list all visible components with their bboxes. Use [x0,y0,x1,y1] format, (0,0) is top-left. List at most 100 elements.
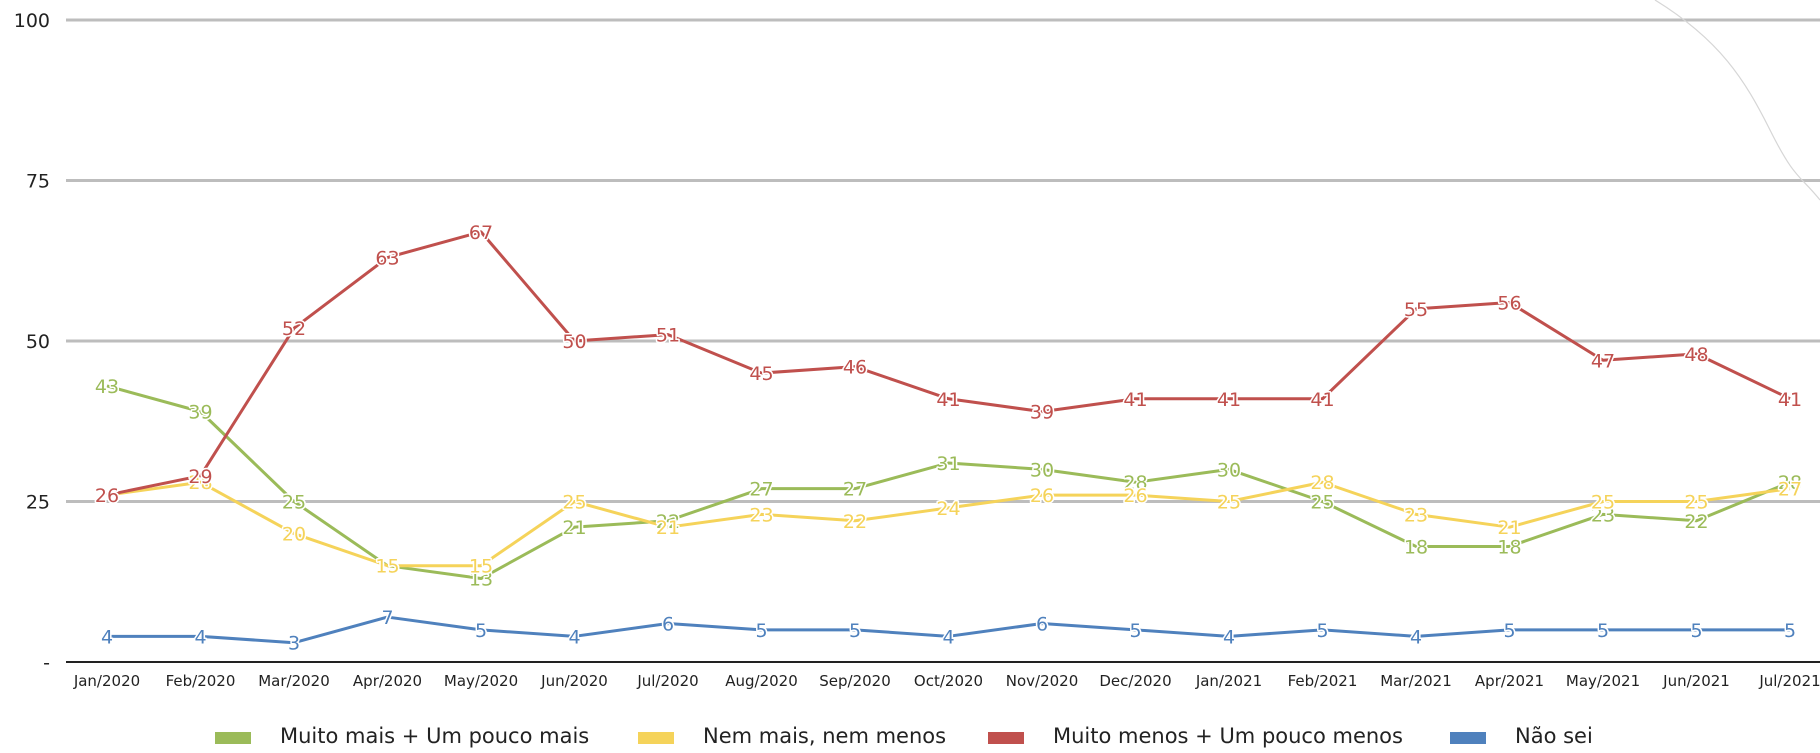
x-tick-label: Sep/2020 [819,672,891,690]
data-label: 15 [375,556,399,578]
data-label: 30 [1030,459,1054,481]
data-label: 5 [1690,620,1702,642]
data-label: 23 [1404,504,1428,526]
x-tick-label: Nov/2020 [1006,672,1079,690]
data-label: 47 [1591,350,1615,372]
data-label: 4 [101,626,113,648]
data-label: 5 [1316,620,1328,642]
data-label: 26 [95,485,119,507]
data-label: 25 [1310,492,1334,514]
x-tick-label: Oct/2020 [914,672,983,690]
series-line-3 [107,615,1790,645]
data-label: 50 [562,331,586,353]
x-tick-label: Feb/2021 [1288,672,1358,690]
data-label: 25 [1684,492,1708,514]
x-tick-label: May/2020 [444,672,518,690]
y-tick-label: 50 [26,331,50,353]
data-label: 18 [1497,536,1521,558]
x-tick-label: May/2021 [1566,672,1640,690]
x-tick-label: Aug/2020 [725,672,798,690]
data-label: 41 [936,389,960,411]
data-label: 23 [749,504,773,526]
x-tick-label: Jul/2020 [636,672,698,690]
data-label: 28 [1310,472,1334,494]
data-label: 41 [1778,389,1802,411]
data-label: 51 [656,325,680,347]
y-tick-label: 25 [26,492,50,514]
x-tick-label: Apr/2021 [1475,672,1544,690]
x-tick-label: Dec/2020 [1099,672,1171,690]
data-label: 5 [1503,620,1515,642]
decorative-curve [1654,0,1820,201]
data-label: 3 [288,633,300,655]
data-label: 4 [1410,626,1422,648]
grid-lines [66,18,1820,503]
x-tick-label: Feb/2020 [166,672,236,690]
data-label: 18 [1404,536,1428,558]
data-label: 45 [749,363,773,385]
data-label: 4 [194,626,206,648]
data-label: 41 [1310,389,1334,411]
legend-label: Muito mais + Um pouco mais [280,724,589,748]
data-label: 39 [188,402,212,424]
data-label: 5 [1597,620,1609,642]
series-line-0 [106,384,1791,581]
data-label: 6 [1036,613,1048,635]
data-label: 25 [1591,492,1615,514]
legend-item-1: Nem mais, nem menos [638,724,946,748]
data-label: 21 [656,517,680,539]
legend: Muito mais + Um pouco mais Nem mais, nem … [215,724,1593,748]
data-label: 28 [188,472,212,494]
x-axis: Jan/2020 Feb/2020 Mar/2020 Apr/2020 May/2020… [66,661,1820,690]
x-tick-label: Jun/2020 [540,672,608,690]
legend-swatch [1450,732,1486,744]
data-label: 26 [1123,485,1147,507]
data-label: 43 [95,376,119,398]
data-label: 15 [375,556,399,578]
data-label: 30 [1217,459,1241,481]
data-label: 41 [1123,389,1147,411]
data-label: 25 [1217,492,1241,514]
data-label: 52 [282,318,306,340]
legend-swatch [215,732,251,744]
data-label: 41 [1217,389,1241,411]
data-label: 4 [568,626,580,648]
y-tick-label: 75 [26,171,50,193]
data-label: 4 [1223,626,1235,648]
data-label: 31 [936,453,960,475]
data-label: 27 [843,479,867,501]
data-label: 20 [282,524,306,546]
x-tick-label: Apr/2020 [353,672,422,690]
data-label: 4 [942,626,954,648]
data-label: 24 [936,498,960,520]
decorative-arc [1654,0,1820,201]
data-label: 21 [1497,517,1521,539]
data-label: 5 [755,620,767,642]
data-label: 56 [1497,292,1521,314]
data-label: 39 [1030,402,1054,424]
x-tick-label: Jan/2021 [1195,672,1262,690]
data-label: 23 [1591,504,1615,526]
data-label: 46 [843,357,867,379]
legend-item-2: Muito menos + Um pouco menos [988,724,1403,748]
data-label: 26 [1030,485,1054,507]
data-label: 22 [656,511,680,533]
y-tick-label: - [43,652,50,674]
data-label: 27 [1778,479,1802,501]
data-label: 6 [662,613,674,635]
data-label: 5 [849,620,861,642]
data-label: 67 [469,222,493,244]
data-label: 22 [843,511,867,533]
legend-label: Não sei [1515,724,1593,748]
x-tick-label: Mar/2021 [1380,672,1452,690]
legend-swatch [988,732,1024,744]
data-label: 28 [1778,472,1802,494]
data-label: 5 [1784,620,1796,642]
series-line-2 [106,230,1791,497]
data-label: 63 [375,248,399,270]
data-label: 48 [1684,344,1708,366]
y-tick-label: 100 [14,10,50,32]
x-tick-label: Jan/2020 [73,672,140,690]
